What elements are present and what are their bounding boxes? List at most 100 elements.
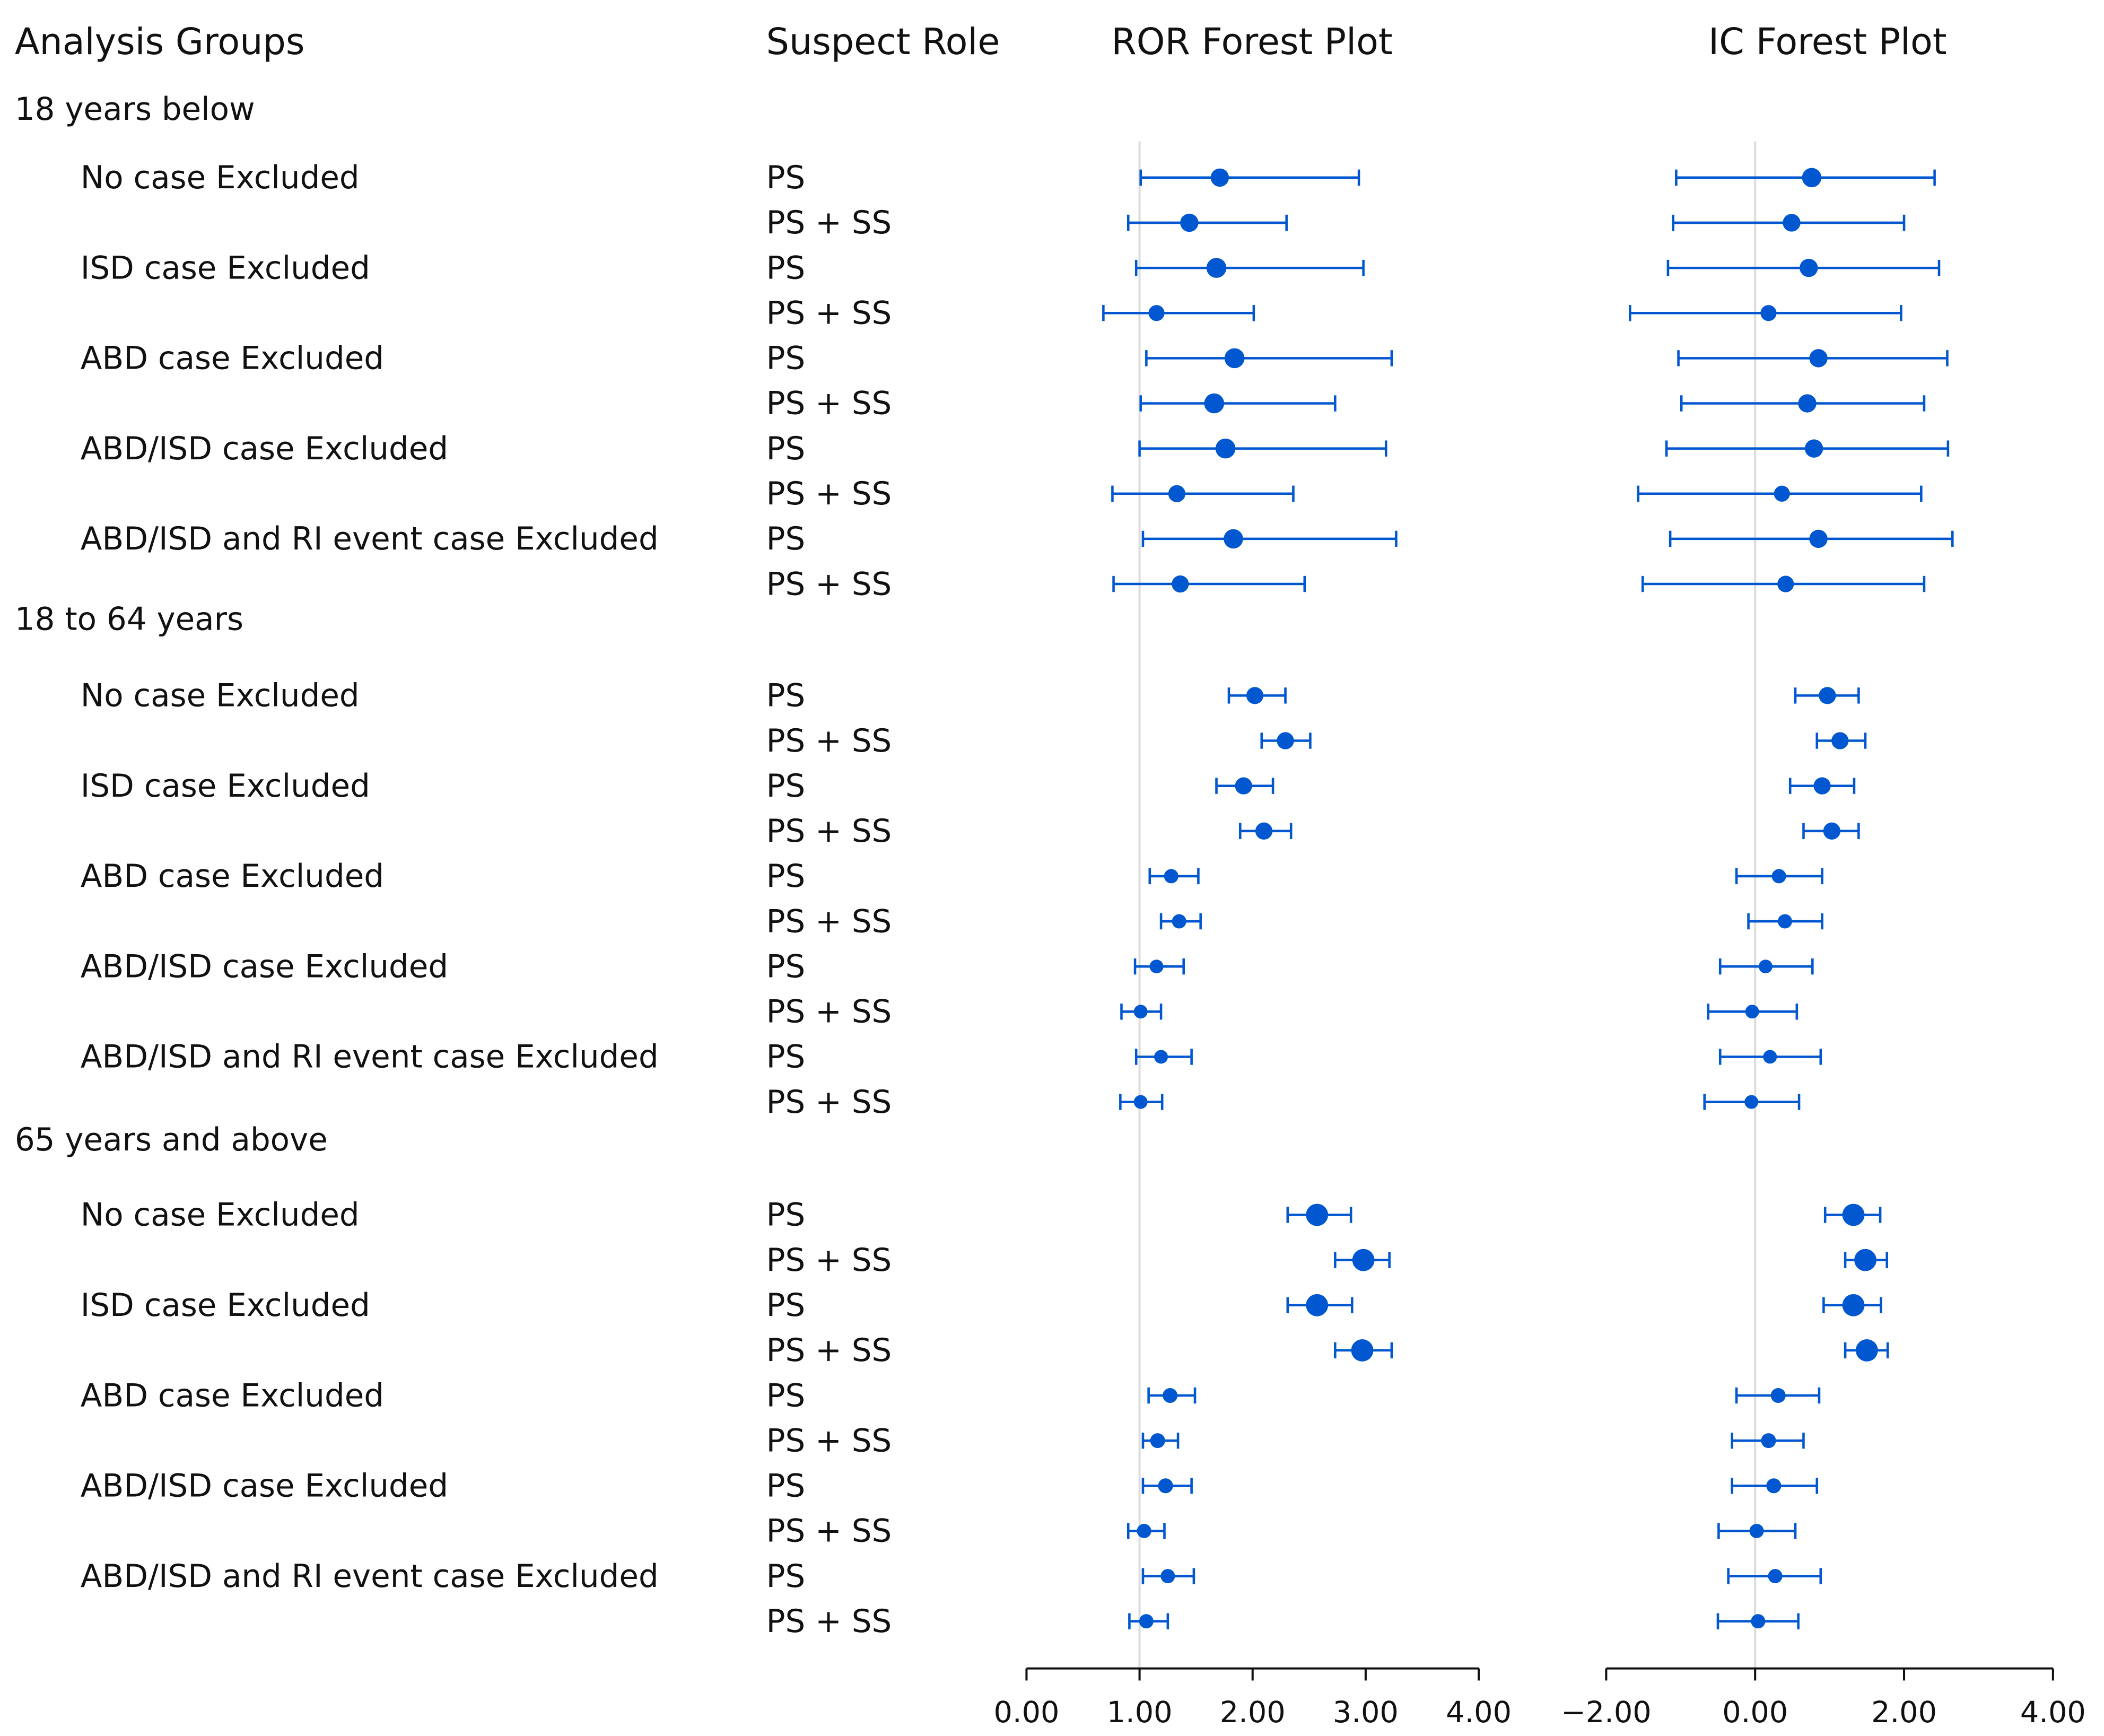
forest-row-mark	[1286, 1203, 1352, 1226]
forest-row-mark	[1731, 1478, 1819, 1494]
point-estimate-marker	[1352, 1249, 1375, 1271]
suspect-role-label: PS + SS	[766, 386, 892, 422]
forest-row-mark	[1707, 1004, 1799, 1020]
point-estimate-marker	[1761, 1433, 1776, 1449]
point-estimate-marker	[1763, 1050, 1777, 1064]
forest-row-mark	[1286, 1294, 1354, 1316]
forest-row-mark	[1641, 575, 1926, 592]
forest-row-mark	[1823, 1203, 1882, 1226]
forest-row-mark	[1731, 1432, 1805, 1449]
point-estimate-marker	[1215, 438, 1236, 459]
forest-row-mark	[1844, 1339, 1889, 1362]
point-estimate-marker	[1133, 1095, 1148, 1109]
forest-row-mark	[1718, 1049, 1822, 1065]
forest-row-mark	[1139, 393, 1337, 414]
point-estimate-marker	[1306, 1294, 1329, 1316]
point-estimate-marker	[1210, 168, 1229, 187]
point-estimate-marker	[1168, 485, 1186, 502]
point-estimate-marker	[1819, 687, 1836, 704]
forest-row-mark	[1669, 529, 1954, 548]
group-header: 18 years below	[15, 91, 255, 128]
point-estimate-marker	[1133, 1005, 1148, 1019]
forest-row-mark	[1703, 1094, 1801, 1110]
suspect-role-label: PS	[766, 678, 806, 714]
forest-row-mark	[1159, 913, 1202, 930]
point-estimate-marker	[1246, 687, 1264, 704]
forest-row-mark	[1227, 687, 1287, 704]
analysis-label: ABD/ISD case Excluded	[81, 1468, 448, 1505]
point-estimate-marker	[1154, 1050, 1168, 1064]
point-estimate-marker	[1813, 777, 1831, 795]
forest-row-mark	[1675, 168, 1936, 188]
forest-row-mark	[1145, 348, 1393, 369]
forest-row-mark	[1138, 438, 1387, 459]
suspect-role-label: PS + SS	[766, 813, 892, 850]
suspect-role-label: PS	[766, 1468, 806, 1505]
point-estimate-marker	[1139, 1614, 1154, 1629]
forest-row-mark	[1716, 1613, 1800, 1629]
forest-row-mark	[1629, 305, 1902, 321]
header-ror-forest-plot: ROR Forest Plot	[1111, 21, 1392, 63]
point-estimate-marker	[1760, 305, 1777, 321]
x-tick-label: 3.00	[1333, 1695, 1399, 1730]
point-estimate-marker	[1823, 822, 1840, 840]
point-estimate-marker	[1224, 348, 1245, 369]
point-estimate-marker	[1150, 1433, 1165, 1449]
point-estimate-marker	[1751, 1614, 1766, 1629]
forest-row-mark	[1133, 958, 1185, 975]
x-tick-label: 0.00	[1722, 1695, 1788, 1730]
analysis-label: ISD case Excluded	[81, 1287, 370, 1324]
suspect-role-label: PS	[766, 521, 806, 557]
point-estimate-marker	[1180, 213, 1199, 232]
analysis-label: ISD case Excluded	[81, 768, 370, 805]
suspect-role-label: PS	[766, 768, 806, 805]
suspect-role-label: PS + SS	[766, 1242, 892, 1279]
suspect-role-label: PS + SS	[766, 903, 892, 940]
forest-row-mark	[1120, 1004, 1163, 1020]
suspect-role-label: PS + SS	[766, 566, 892, 603]
point-estimate-marker	[1749, 1523, 1764, 1538]
forest-row-mark	[1735, 868, 1823, 885]
point-estimate-marker	[1224, 529, 1243, 549]
forest-row-mark	[1672, 214, 1906, 232]
forest-row-mark	[1815, 732, 1867, 749]
suspect-role-label: PS	[766, 1197, 806, 1234]
forest-row-mark	[1134, 1049, 1193, 1065]
suspect-role-label: PS	[766, 1377, 806, 1414]
forest-row-mark	[1844, 1249, 1889, 1271]
analysis-label: No case Excluded	[81, 160, 360, 196]
forest-row-mark	[1112, 575, 1306, 593]
point-estimate-marker	[1809, 529, 1828, 548]
forest-row-mark	[1134, 258, 1365, 278]
suspect-role-label: PS + SS	[766, 295, 892, 332]
suspect-role-label: PS + SS	[766, 1332, 892, 1369]
point-estimate-marker	[1842, 1294, 1865, 1316]
suspect-role-label: PS + SS	[766, 1513, 892, 1550]
forest-row-mark	[1139, 168, 1360, 187]
suspect-role-label: PS + SS	[766, 1423, 892, 1459]
x-tick-label: 1.00	[1107, 1695, 1173, 1730]
x-tick-label: −2.00	[1561, 1695, 1652, 1730]
forest-row-mark	[1334, 1339, 1393, 1362]
point-estimate-marker	[1235, 777, 1252, 795]
suspect-role-label: PS + SS	[766, 205, 892, 241]
analysis-label: ABD/ISD and RI event case Excluded	[81, 1039, 659, 1076]
header-analysis-groups: Analysis Groups	[15, 21, 305, 63]
forest-row-mark	[1119, 1094, 1164, 1110]
suspect-role-label: PS	[766, 858, 806, 895]
point-estimate-marker	[1777, 575, 1794, 592]
point-estimate-marker	[1770, 1388, 1786, 1403]
forest-row-mark	[1735, 1387, 1821, 1404]
forest-row-mark	[1334, 1249, 1391, 1271]
point-estimate-marker	[1804, 439, 1823, 458]
point-estimate-marker	[1160, 1569, 1175, 1584]
suspect-role-label: PS	[766, 431, 806, 467]
forest-row-mark	[1141, 1478, 1193, 1494]
suspect-role-label: PS	[766, 1039, 806, 1076]
group-header: 65 years and above	[15, 1122, 328, 1158]
point-estimate-marker	[1758, 959, 1773, 974]
forest-row-mark	[1148, 868, 1200, 885]
point-estimate-marker	[1204, 393, 1225, 414]
header-ic-forest-plot: IC Forest Plot	[1708, 21, 1947, 63]
